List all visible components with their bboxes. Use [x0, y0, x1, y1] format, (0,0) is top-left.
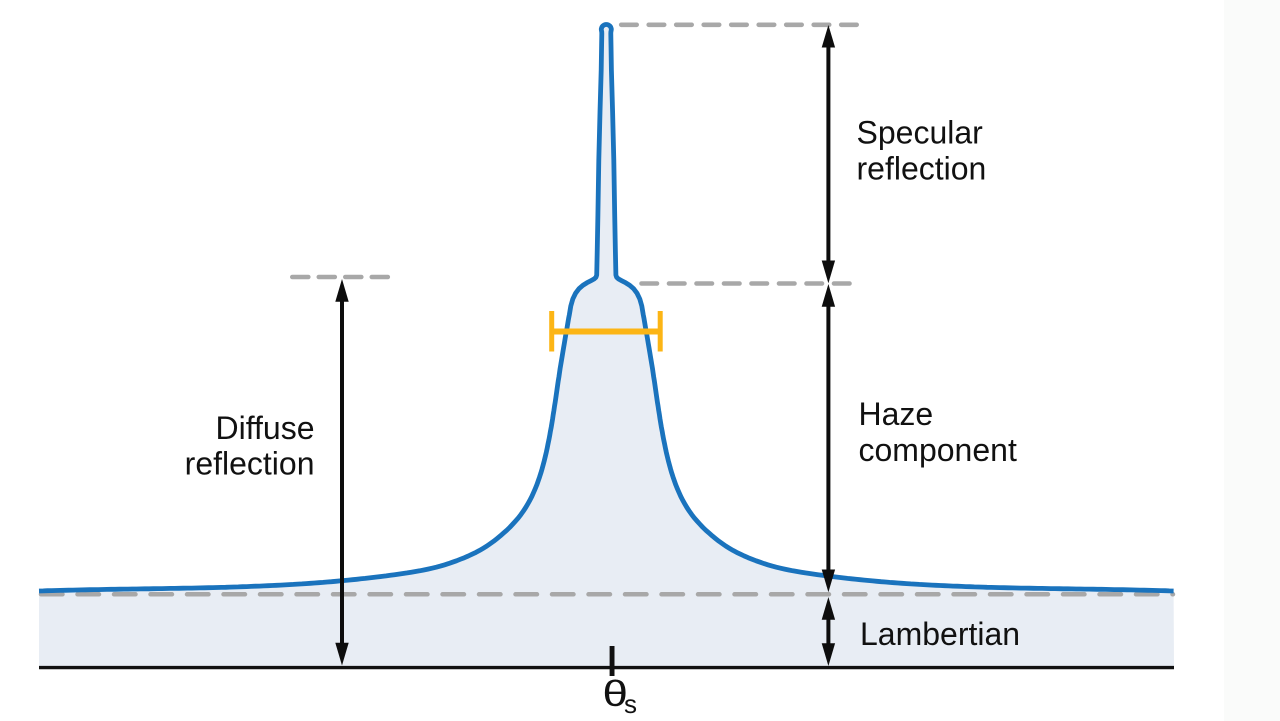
svg-text:Haze: Haze [859, 396, 934, 432]
svg-text:component: component [859, 432, 1017, 468]
svg-text:reflection: reflection [857, 151, 987, 187]
svg-text:Specular: Specular [857, 115, 984, 151]
svg-text:Lambertian: Lambertian [860, 616, 1020, 652]
svg-text:Diffuse: Diffuse [215, 410, 314, 446]
svg-text:reflection: reflection [185, 446, 315, 482]
svg-text:s: s [624, 689, 637, 719]
svg-text:θ: θ [603, 674, 628, 714]
